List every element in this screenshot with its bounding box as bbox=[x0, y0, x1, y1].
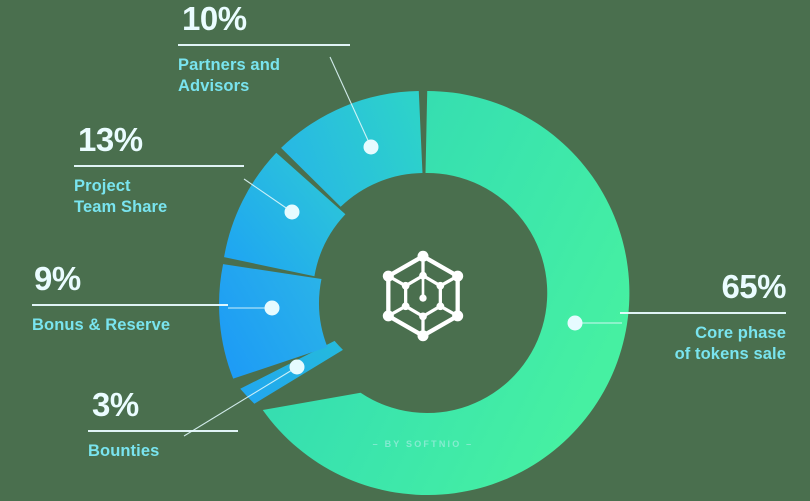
softnio-watermark: – BY SOFTNIO – bbox=[373, 439, 474, 449]
callout-rule-core bbox=[620, 312, 786, 314]
callout-rule-bounties bbox=[88, 430, 238, 432]
label-partners: Partners and Advisors bbox=[178, 55, 281, 95]
percent-bounties: 3% bbox=[92, 386, 139, 423]
slice-partners[interactable] bbox=[281, 91, 423, 207]
percent-bonus: 9% bbox=[34, 260, 81, 297]
callout-bounties: 3% Bounties bbox=[88, 388, 238, 462]
callout-bonus: 9% Bonus & Reserve bbox=[32, 262, 228, 336]
label-core: Core phase of tokens sale bbox=[674, 323, 786, 363]
slice-team[interactable] bbox=[224, 152, 346, 277]
callout-rule-partners bbox=[178, 44, 350, 46]
slice-bounties[interactable] bbox=[240, 340, 343, 404]
slice-bonus[interactable] bbox=[219, 264, 328, 379]
percent-core: 65% bbox=[721, 268, 786, 305]
leader-team bbox=[243, 178, 293, 213]
leader-bounties bbox=[183, 366, 298, 437]
percent-team: 13% bbox=[78, 121, 143, 158]
slice-core[interactable] bbox=[262, 91, 630, 496]
marker-dot-core[interactable] bbox=[567, 315, 583, 331]
leader-lines bbox=[183, 56, 622, 437]
marker-dot-bonus[interactable] bbox=[264, 300, 280, 316]
label-bounties: Bounties bbox=[88, 441, 160, 460]
marker-dot-bounties[interactable] bbox=[289, 359, 305, 375]
callout-rule-bonus bbox=[32, 304, 228, 306]
callout-team: 13% Project Team Share bbox=[74, 123, 244, 218]
leader-partners bbox=[329, 56, 372, 148]
donut-segments bbox=[219, 91, 630, 496]
marker-dot-team[interactable] bbox=[284, 204, 300, 220]
callout-partners: 10% Partners and Advisors bbox=[178, 2, 350, 97]
label-team: Project Team Share bbox=[74, 176, 168, 216]
callout-rule-team bbox=[74, 165, 244, 167]
callout-core: 65% Core phase of tokens sale bbox=[620, 268, 787, 365]
hexagon-network-logo-icon bbox=[382, 250, 464, 342]
marker-dot-partners[interactable] bbox=[363, 139, 379, 155]
label-bonus: Bonus & Reserve bbox=[32, 315, 171, 334]
percent-partners: 10% bbox=[182, 0, 247, 37]
